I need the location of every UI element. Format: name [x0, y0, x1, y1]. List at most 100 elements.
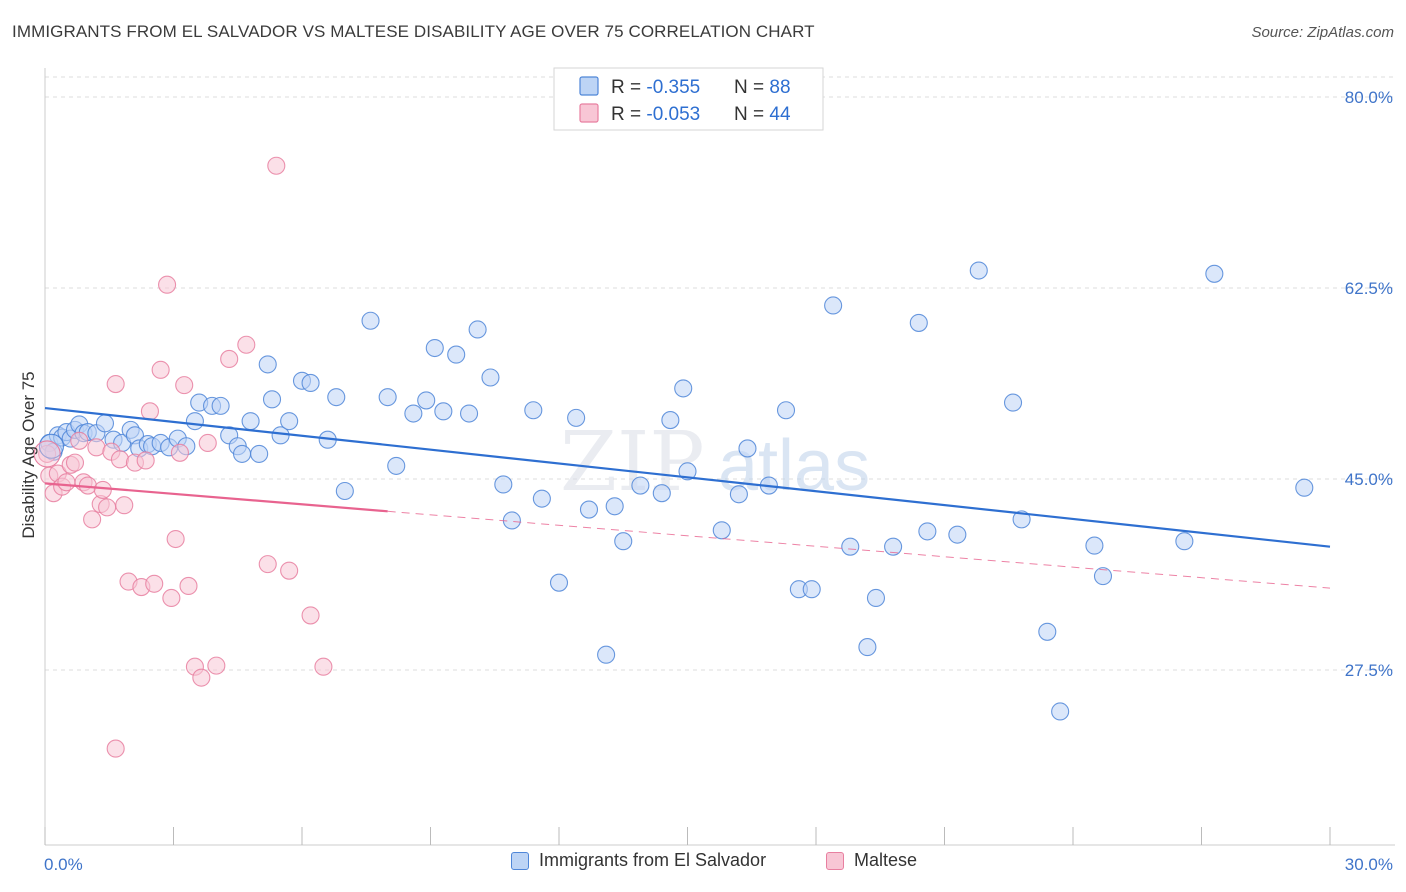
- data-point: [549, 573, 569, 592]
- data-point: [425, 338, 444, 358]
- data-point: [258, 555, 277, 574]
- data-point: [361, 311, 380, 330]
- legend-n-label: N =: [734, 104, 769, 125]
- data-point: [631, 476, 650, 495]
- data-point: [65, 453, 85, 472]
- legend-r-label: R =: [611, 77, 646, 98]
- data-point: [567, 408, 586, 427]
- data-point: [674, 379, 693, 398]
- data-point: [678, 462, 697, 481]
- data-point: [280, 412, 299, 431]
- data-point: [434, 402, 453, 421]
- svg-text:N = 88: N = 88: [734, 77, 791, 98]
- data-point: [1012, 510, 1031, 529]
- legend-label: Maltese: [854, 850, 918, 870]
- data-point: [948, 525, 967, 544]
- data-point: [110, 450, 130, 469]
- svg-text:N = 44: N = 44: [734, 104, 791, 125]
- legend-r-value: -0.053: [646, 104, 700, 125]
- data-point: [918, 522, 937, 541]
- grid-lines: [45, 76, 1395, 671]
- data-point: [417, 391, 436, 410]
- data-point: [151, 360, 170, 379]
- data-point: [237, 335, 256, 354]
- data-point: [824, 296, 843, 315]
- data-point: [387, 456, 406, 475]
- data-point: [909, 313, 928, 332]
- data-point: [532, 489, 551, 508]
- data-point: [93, 480, 112, 499]
- legend-swatch-pink: [579, 103, 599, 123]
- data-point: [162, 588, 181, 608]
- data-point: [301, 373, 320, 393]
- data-point: [1093, 567, 1113, 586]
- data-point: [447, 345, 466, 364]
- data-points: [33, 156, 1314, 758]
- y-tick-label: 80.0%: [1345, 88, 1393, 107]
- legend-swatch-blue: [579, 76, 599, 96]
- data-point: [232, 444, 252, 463]
- legend-n-value: 44: [769, 104, 791, 125]
- data-point: [481, 368, 500, 387]
- data-point: [70, 431, 89, 450]
- data-point: [1295, 478, 1314, 497]
- data-point: [652, 484, 671, 503]
- svg-text:R = -0.053: R = -0.053: [611, 104, 700, 125]
- legend-n-label: N =: [734, 77, 769, 98]
- stats-legend: R = -0.355 N = 88 R = -0.053 N = 44: [553, 67, 824, 131]
- data-point: [597, 645, 616, 664]
- data-point: [98, 498, 117, 517]
- data-point: [1038, 622, 1057, 641]
- data-point: [170, 443, 189, 462]
- legend-r-label: R =: [611, 104, 646, 125]
- data-point: [301, 606, 320, 625]
- y-tick-label: 27.5%: [1345, 661, 1393, 680]
- data-point: [404, 404, 423, 423]
- data-point: [280, 561, 299, 580]
- data-point: [378, 388, 397, 407]
- data-point: [858, 638, 877, 657]
- data-point: [83, 510, 102, 529]
- data-point: [1205, 264, 1224, 283]
- trend-line-extension: [387, 510, 1331, 589]
- data-point: [95, 414, 115, 433]
- data-point: [207, 656, 226, 675]
- y-axis-label: Disability Age Over 75: [19, 371, 38, 538]
- data-point-cluster: [38, 433, 64, 459]
- data-point: [1175, 532, 1194, 551]
- data-point: [267, 156, 286, 175]
- watermark-zip: ZIP: [560, 415, 705, 510]
- x-tick-label: 30.0%: [1345, 855, 1393, 874]
- data-point: [158, 275, 177, 294]
- data-point: [106, 739, 125, 758]
- data-point: [884, 537, 903, 556]
- data-point: [614, 532, 633, 551]
- data-point: [729, 485, 748, 504]
- data-point: [459, 404, 479, 423]
- data-point: [841, 537, 860, 556]
- data-point: [468, 320, 487, 339]
- trend-lines: [44, 406, 1331, 589]
- data-point: [866, 588, 886, 608]
- data-point: [145, 574, 164, 593]
- data-point: [258, 355, 277, 374]
- data-point: [241, 412, 260, 431]
- data-point: [106, 374, 125, 394]
- chart-title: IMMIGRANTS FROM EL SALVADOR VS MALTESE D…: [12, 22, 815, 41]
- data-point: [335, 481, 354, 501]
- data-point: [1003, 393, 1023, 412]
- legend-r-value: -0.355: [646, 77, 700, 98]
- tick-labels: 80.0% 62.5% 45.0% 27.5% 0.0% 30.0%: [44, 88, 1393, 874]
- data-point: [185, 412, 204, 431]
- data-point: [192, 668, 211, 687]
- y-tick-label: 45.0%: [1345, 470, 1393, 489]
- data-point: [166, 529, 185, 549]
- data-point: [579, 500, 599, 519]
- data-point: [738, 439, 757, 458]
- data-point: [327, 388, 346, 407]
- svg-text:R = -0.355: R = -0.355: [611, 77, 700, 98]
- legend-item-maltese: Maltese: [826, 850, 917, 871]
- data-point: [494, 475, 513, 494]
- data-point-cluster: [33, 440, 61, 468]
